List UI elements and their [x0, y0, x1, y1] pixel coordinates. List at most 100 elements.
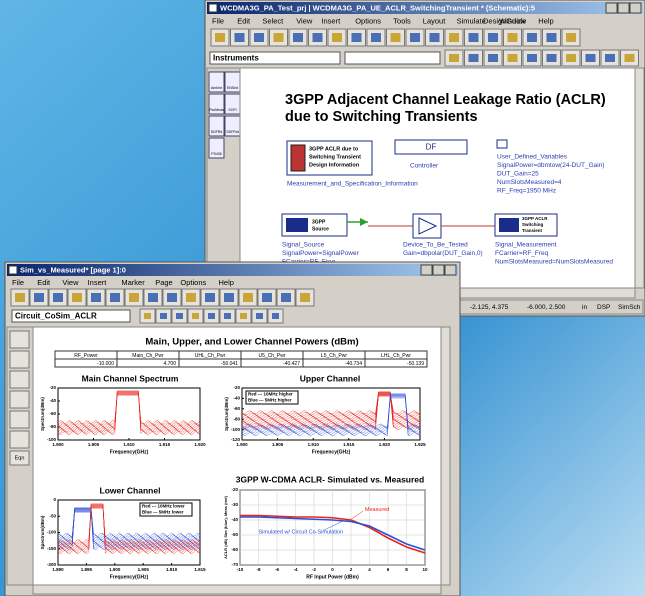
menu-item[interactable]: View [62, 278, 79, 287]
status-field: -2.125, 4.375 [470, 304, 509, 311]
y-tick-label: -40 [231, 517, 238, 522]
table-header: LHL_Ch_Pwr [381, 353, 411, 359]
x-tick-label: -6 [275, 567, 279, 572]
menu-item[interactable]: Select [262, 16, 284, 25]
menu-item[interactable]: Insert [321, 16, 341, 25]
palette-item[interactable] [10, 411, 29, 428]
y-tick-label: -100 [231, 427, 241, 432]
toolbar-icon [300, 293, 310, 302]
toolbar-icon [547, 54, 557, 62]
dropdown[interactable] [345, 52, 440, 64]
x-axis-label: Frequency(GHz) [312, 449, 351, 455]
variable-line: User_Defined_Variables [497, 154, 568, 161]
menu-item[interactable]: Layout [423, 16, 446, 25]
info-box-text: 3GPP ACLR due to [309, 146, 359, 152]
menu-item[interactable]: Simulate [457, 16, 486, 25]
palette-item[interactable] [10, 351, 29, 368]
table-header: UHL_Ch_Pwr [195, 353, 226, 359]
palette-item[interactable] [10, 371, 29, 388]
x-tick-label: 1.915 [194, 567, 206, 572]
component-label: Signal_Measurement [495, 242, 557, 249]
menu-item[interactable]: Help [219, 278, 234, 287]
menu-item[interactable]: Tools [393, 16, 411, 25]
meas-box-text: Switching [522, 222, 544, 227]
menu-item[interactable]: Edit [237, 16, 251, 25]
menu-item[interactable]: Marker [121, 278, 145, 287]
legend-entry: Red --- 10MHz lower [142, 504, 185, 509]
menu-item[interactable]: View [296, 16, 313, 25]
menu-item[interactable]: Insert [88, 278, 108, 287]
table-value: -50.041 [221, 361, 238, 367]
toolbar-icon [508, 54, 518, 62]
table-value: -50.139 [407, 361, 424, 367]
x-tick-label: 1.890 [52, 567, 64, 572]
toolbar-icon [205, 293, 215, 302]
menu-item[interactable]: File [212, 16, 224, 25]
table-value: 4.700 [163, 361, 176, 367]
window-button[interactable] [445, 265, 456, 275]
x-tick-label: -8 [256, 567, 260, 572]
toolbar-icon [449, 54, 459, 62]
source-box-text: Source [312, 226, 329, 232]
toolbar-icon [243, 293, 253, 302]
toolbar-icon [91, 293, 101, 302]
toolbar-icon [160, 313, 167, 319]
legend-entry: Blue --- 5MHz lower [142, 510, 184, 515]
toolbar-icon [527, 54, 537, 62]
x-tick-label: 1.895 [81, 567, 93, 572]
menu-item[interactable]: Page [155, 278, 173, 287]
toolbar-icon [167, 293, 177, 302]
x-tick-label: 1.905 [88, 442, 100, 447]
table-value: -40.427 [283, 361, 300, 367]
toolbar-icon [129, 293, 139, 302]
table-header: U5_Ch_Pwr [259, 353, 286, 359]
menu-item[interactable]: DesignGuide [483, 16, 526, 25]
y-tick-label: -60 [231, 547, 238, 552]
palette-item[interactable] [10, 331, 29, 348]
window-button[interactable] [433, 265, 444, 275]
palette-item[interactable] [10, 431, 29, 448]
table-value: -40.734 [345, 361, 362, 367]
series-label: Simulated w/ Circuit Co-Simulation [259, 529, 344, 535]
window-button[interactable] [630, 3, 641, 13]
toolbar-icon [176, 313, 183, 319]
window-icon [209, 4, 217, 12]
palette-item[interactable] [10, 391, 29, 408]
scrollbar[interactable] [635, 68, 644, 288]
table-header: L5_Ch_Pwr [321, 353, 347, 359]
toolbar-icon [410, 33, 420, 42]
toolbar-icon [224, 313, 231, 319]
toolbar-icon [293, 33, 303, 42]
palette-label: AmbInt [211, 86, 222, 90]
palette-label: ENSInt [227, 86, 238, 90]
x-tick-label: 1.900 [52, 442, 64, 447]
toolbar-icon [566, 54, 576, 62]
window-button[interactable] [421, 265, 432, 275]
menu-item[interactable]: Options [180, 278, 206, 287]
menu-item[interactable]: Options [355, 16, 381, 25]
component-label: NumSlotsMeasured=NumSlotsMeasured [495, 259, 613, 266]
window-button[interactable] [606, 3, 617, 13]
x-tick-label: -2 [312, 567, 316, 572]
x-tick-label: 1.910 [308, 442, 320, 447]
table-header: RF_Power [74, 353, 98, 359]
scrollbar[interactable] [441, 327, 450, 585]
y-tick-label: -40 [233, 396, 240, 401]
palette-label: SDFRd [211, 130, 223, 134]
menu-item[interactable]: Help [538, 16, 553, 25]
menu-item[interactable]: Edit [37, 278, 51, 287]
scrollbar[interactable] [33, 585, 441, 594]
y-tick-label: -20 [233, 385, 240, 390]
x-tick-label: 1.920 [379, 442, 391, 447]
toolbar-icon [192, 313, 199, 319]
toolbar-icon [274, 33, 284, 42]
status-field: -6.000, 2.500 [527, 304, 566, 311]
table-header: Main_Ch_Pwr [132, 353, 164, 359]
toolbar-icon [224, 293, 234, 302]
variables-icon [497, 140, 507, 148]
menu-item[interactable]: File [12, 278, 24, 287]
y-tick-label: -80 [233, 416, 240, 421]
y-tick-label: -60 [233, 406, 240, 411]
screenshot: WCDMA3G_PA_Test_prj | WCDMA3G_PA_UE_ACLR… [0, 0, 645, 596]
window-button[interactable] [618, 3, 629, 13]
